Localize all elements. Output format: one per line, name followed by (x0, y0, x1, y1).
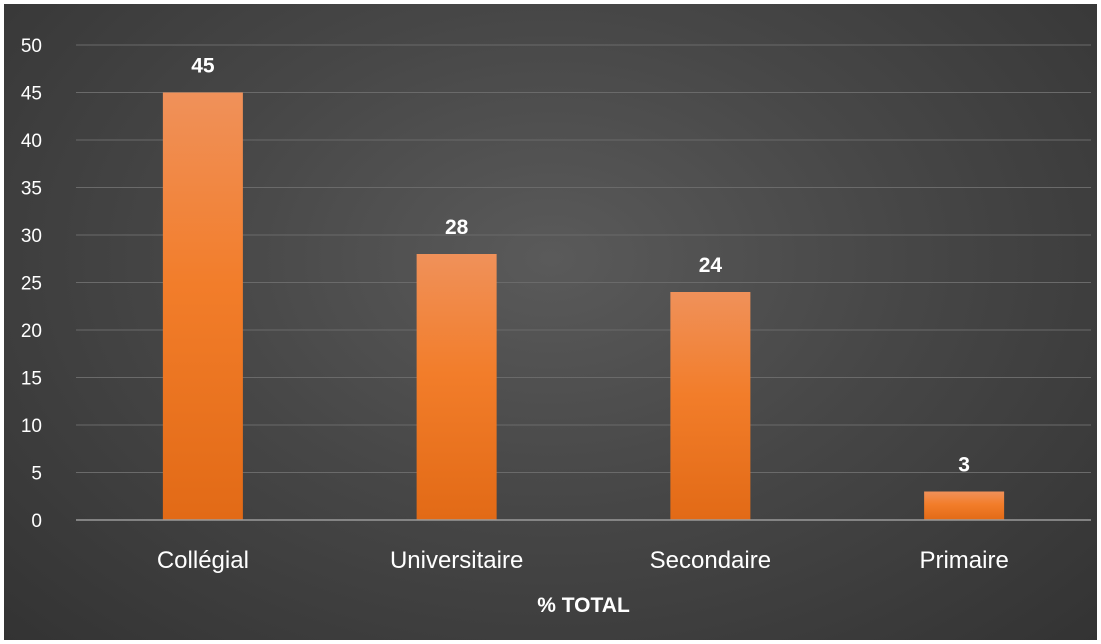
data-label: 3 (958, 454, 970, 477)
y-tick-label: 35 (21, 179, 42, 200)
x-axis-categories: Collégial Universitaire Secondaire Primaire (157, 547, 1009, 574)
data-label: 45 (191, 55, 215, 78)
y-tick-label: 10 (21, 416, 42, 437)
y-tick-label: 0 (31, 511, 42, 532)
y-tick-label: 5 (31, 464, 42, 485)
x-axis-title: % TOTAL (537, 594, 630, 617)
y-tick-label: 40 (21, 131, 42, 152)
bar-chart: 0 5 10 15 20 25 30 35 40 45 50 45 28 24 3 Collégial Un… (21, 36, 1091, 617)
data-labels: 45 28 24 3 (191, 55, 970, 477)
y-tick-label: 15 (21, 369, 42, 390)
y-tick-label: 30 (21, 226, 42, 247)
gridlines (76, 44, 1091, 473)
bar-1 (416, 254, 497, 520)
chart-frame: 0 5 10 15 20 25 30 35 40 45 50 45 28 24 3 Collégial Un… (4, 4, 1097, 640)
category-label: Universitaire (390, 547, 523, 574)
bar-0 (162, 92, 243, 520)
y-tick-label: 25 (21, 274, 42, 295)
bars (162, 92, 1005, 520)
y-tick-label: 50 (21, 36, 42, 57)
bar-2 (670, 292, 751, 520)
y-axis-ticks: 0 5 10 15 20 25 30 35 40 45 50 (21, 36, 42, 532)
category-label: Collégial (157, 547, 249, 574)
y-tick-label: 45 (21, 84, 42, 105)
category-label: Secondaire (650, 547, 771, 574)
data-label: 28 (445, 216, 469, 239)
data-label: 24 (699, 254, 723, 277)
y-tick-label: 20 (21, 321, 42, 342)
category-label: Primaire (919, 547, 1008, 574)
bar-3 (924, 491, 1005, 520)
